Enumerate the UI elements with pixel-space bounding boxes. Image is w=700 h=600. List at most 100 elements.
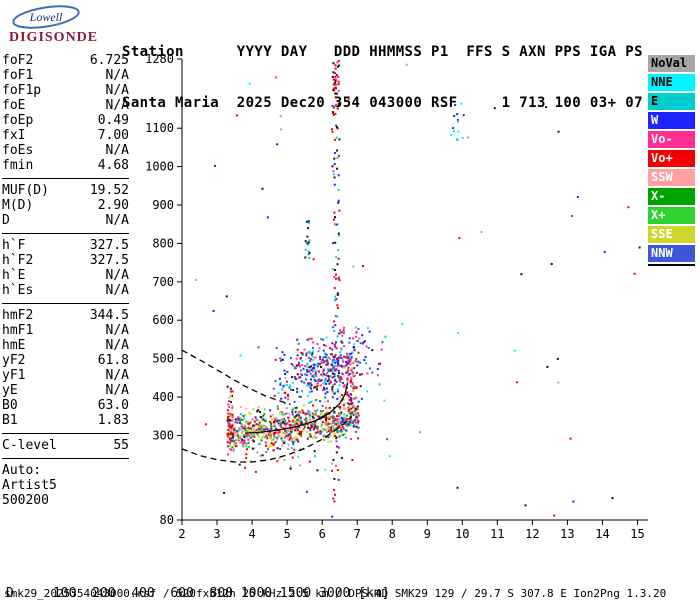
param-value: 55 [113,438,129,453]
svg-text:1280: 1280 [145,52,174,66]
parameter-group-4: hmF2 344.5 hmF1 N/A hmE N/A yF2 61.8 yF1 N/A yE N/A… [2,303,129,428]
svg-text:3: 3 [213,527,220,541]
svg-text:400: 400 [152,390,174,404]
legend-nne: NNE [648,74,695,91]
svg-text:13: 13 [560,527,574,541]
param-label: fmin [2,158,34,173]
param-value: 19.52 [89,183,129,198]
param-label: B1 [2,413,18,428]
legend-vo: Vo+ [648,150,695,167]
param-value: N/A [105,213,129,228]
param-label: fxI [2,128,26,143]
param-hmf1: hmF1 N/A [2,323,129,338]
param-label: h`Es [2,283,34,298]
logo-brand: Lowell [29,10,63,24]
legend-w: W [648,112,695,129]
dmuf-line-d: D 100 200 400 600 800 1000 1500 3000 [km… [6,586,390,600]
param-label: yF1 [2,368,26,383]
param-hf2: h`F2 327.5 [2,253,129,268]
param-label: yE [2,383,18,398]
svg-text:300: 300 [152,429,174,443]
logo-product: DIGISONDE [9,30,98,45]
svg-text:14: 14 [595,527,609,541]
param-value: 7.00 [97,128,129,143]
param-value: N/A [105,323,129,338]
param-label: C-level [2,438,57,453]
param-yf2: yF2 61.8 [2,353,129,368]
svg-text:5: 5 [283,527,290,541]
param-label: M(D) [2,198,34,213]
param-value: 0.49 [97,113,129,128]
svg-text:80: 80 [160,513,174,527]
param-hf: h`F 327.5 [2,238,129,253]
parameter-panel: foF2 6.725 foF1 N/A foF1p N/A foE N/A foEp 0.49 fx… [2,53,129,508]
param-hmf2: hmF2 344.5 [2,308,129,323]
legend-end-rule [648,264,695,266]
svg-text:9: 9 [424,527,431,541]
svg-text:500: 500 [152,352,174,366]
parameter-group-3: h`F 327.5 h`F2 327.5 h`E N/A h`Es N/A [2,233,129,298]
param-label: Auto: [2,463,42,478]
param-foep: foEp 0.49 [2,113,129,128]
parameter-group-1: foF2 6.725 foF1 N/A foF1p N/A foE N/A foEp 0.49 fx… [2,53,129,173]
param-auto: Auto: [2,463,129,478]
trace-curves [181,349,353,463]
param-fmin: fmin 4.68 [2,158,129,173]
param-label: hmF1 [2,323,34,338]
param-label: MUF(D) [2,183,49,198]
param-md: M(D) 2.90 [2,198,129,213]
param-label: foE [2,98,26,113]
param-value: N/A [105,283,129,298]
param-value: 327.5 [89,253,129,268]
svg-text:12: 12 [525,527,539,541]
svg-text:4: 4 [248,527,255,541]
logo: Lowell DIGISONDE [6,4,118,50]
param-d: D N/A [2,213,129,228]
svg-text:15: 15 [630,527,644,541]
param-value: 327.5 [89,238,129,253]
param-label: Artist5 [2,478,57,493]
param-value: 344.5 [89,308,129,323]
param-he: h`E N/A [2,268,129,283]
param-label: h`F [2,238,26,253]
legend-e: E [648,93,695,110]
param-foes: foEs N/A [2,143,129,158]
plot-axes: 1280 1100 1000 900 800 700 600 500 400 300 80 2 3 4 5 6… [145,52,648,541]
svg-text:800: 800 [152,236,174,250]
svg-text:1100: 1100 [145,121,174,135]
svg-text:8: 8 [389,527,396,541]
param-artist5: Artist5 [2,478,129,493]
param-value: 6.725 [89,53,129,68]
param-value: 4.68 [97,158,129,173]
param-hes: h`Es N/A [2,283,129,298]
legend-nnw: NNW [648,245,695,262]
legend-noval: NoVal [648,55,695,72]
svg-text:10: 10 [455,527,469,541]
legend-vo: Vo- [648,131,695,148]
svg-text:600: 600 [152,313,174,327]
param-label: foEp [2,113,34,128]
param-foe: foE N/A [2,98,129,113]
legend-ssw: SSW [648,169,695,186]
param-value: 63.0 [97,398,129,413]
svg-text:6: 6 [319,527,326,541]
legend-x: X+ [648,207,695,224]
param-label: h`F2 [2,253,34,268]
param-value: 1.83 [97,413,129,428]
dmuf-table: D 100 200 400 600 800 1000 1500 3000 [km… [6,556,397,600]
status-bar: smk29_2025354043000.rsf / 520fx512h 25 k… [4,587,667,600]
param-label: foF1 [2,68,34,83]
param-fof2: foF2 6.725 [2,53,129,68]
param-value: N/A [105,338,129,353]
param-b1: B1 1.83 [2,413,129,428]
header-columns-line: Station YYYY DAY DDD HHMMSS P1 FFS S AXN… [122,44,643,60]
param-label: yF2 [2,353,26,368]
param-yf1: yF1 N/A [2,368,129,383]
svg-text:1000: 1000 [145,160,174,174]
param-label: B0 [2,398,18,413]
param-value: 2.90 [97,198,129,213]
param-label: foF1p [2,83,42,98]
header-values-line: Santa Maria 2025 Dec20 354 043000 RSF 1 … [122,95,643,111]
param-500200: 500200 [2,493,129,508]
